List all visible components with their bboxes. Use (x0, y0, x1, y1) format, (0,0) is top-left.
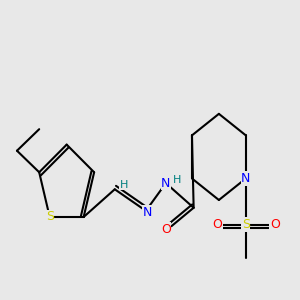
Text: N: N (241, 172, 250, 185)
Text: N: N (142, 206, 152, 219)
Text: O: O (270, 218, 280, 231)
Text: O: O (161, 223, 171, 236)
Text: O: O (212, 218, 222, 231)
Text: H: H (119, 180, 128, 190)
Text: S: S (242, 218, 250, 231)
Text: H: H (173, 175, 181, 185)
Text: S: S (46, 211, 54, 224)
Text: N: N (161, 177, 171, 190)
